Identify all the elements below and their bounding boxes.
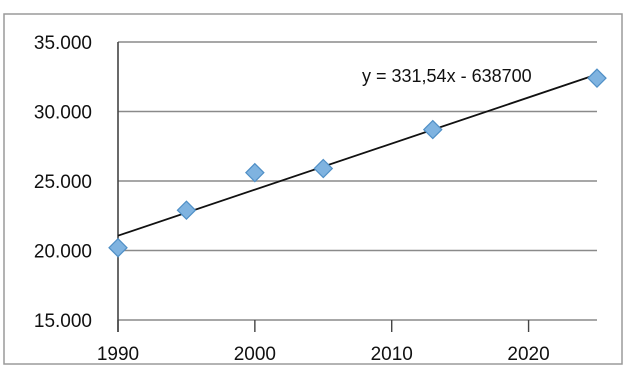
y-tick-label: 20.000: [34, 242, 92, 263]
x-tick-label: 2000: [234, 344, 276, 365]
trendline: [117, 73, 598, 237]
x-tick-label: 2010: [371, 344, 413, 365]
x-tick-label: 1990: [97, 344, 139, 365]
trendline-equation: y = 331,54x - 638700: [362, 66, 532, 86]
x-axis-ticks: 1990 2000 2010 2020: [97, 320, 550, 365]
y-axis-ticks: 15.000 20.000 25.000 30.000 35.000: [34, 33, 92, 332]
data-points: [108, 68, 607, 258]
y-tick-label: 35.000: [34, 33, 92, 54]
y-tick-label: 30.000: [34, 103, 92, 124]
grid-lines: [118, 41, 597, 321]
data-point: [422, 119, 443, 140]
x-tick-label: 2020: [507, 344, 549, 365]
chart-border: [3, 13, 623, 365]
data-point: [587, 68, 607, 88]
data-point: [313, 158, 334, 179]
data-point: [245, 162, 265, 183]
y-tick-label: 25.000: [34, 172, 92, 193]
y-tick-label: 15.000: [34, 311, 92, 332]
data-point: [108, 237, 128, 258]
data-point: [176, 200, 197, 221]
